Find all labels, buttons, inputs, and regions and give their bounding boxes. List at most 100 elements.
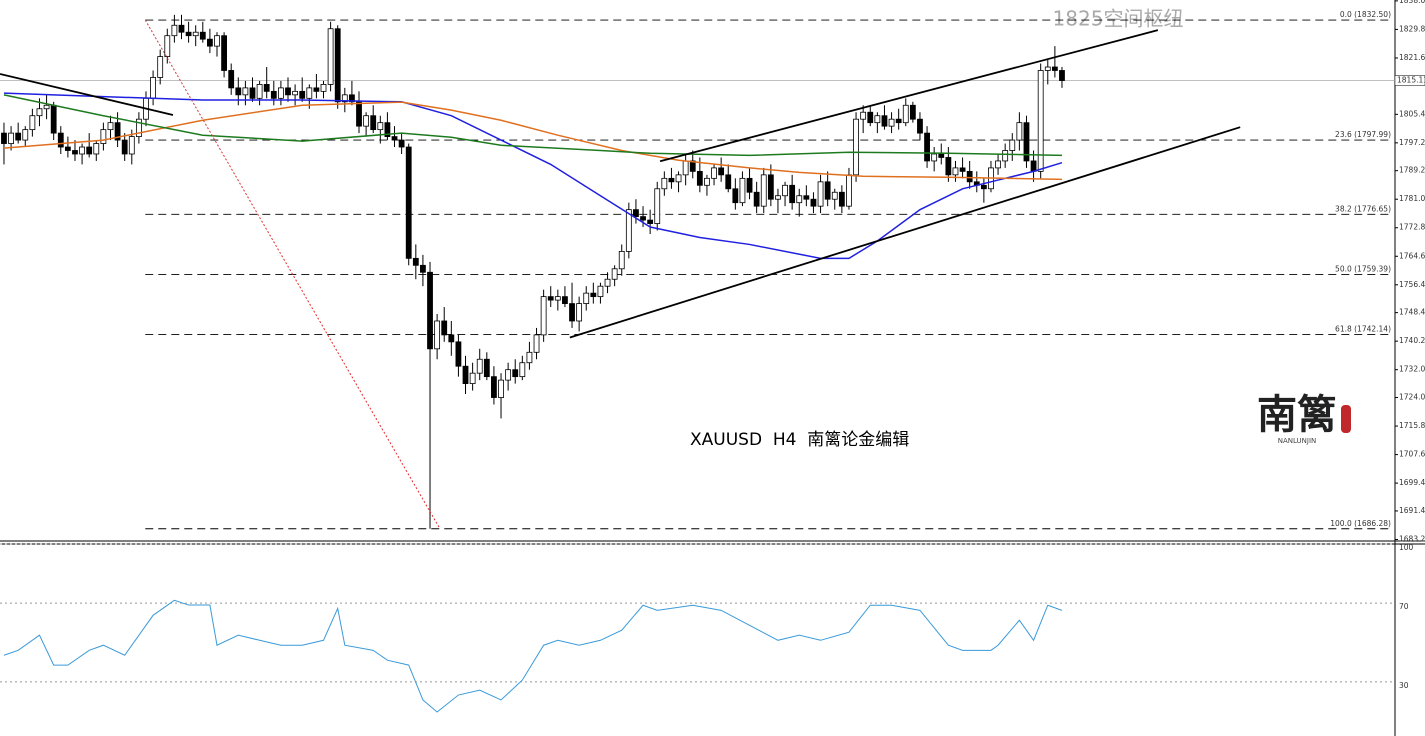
candle-body	[1023, 122, 1030, 162]
candle-body	[363, 115, 370, 127]
y-tick-label: 1838.00	[1399, 0, 1425, 5]
candle-body	[831, 191, 838, 200]
candle-body	[682, 160, 689, 176]
candle-body	[256, 84, 263, 99]
candle-body	[192, 31, 199, 37]
candle-body	[79, 146, 85, 155]
y-tick-label: 1756.40	[1399, 280, 1425, 289]
candle-body	[789, 184, 796, 204]
y-tick-label: 1772.80	[1399, 223, 1425, 232]
candle-body	[320, 84, 327, 92]
candle-body	[853, 118, 859, 176]
candle-body	[540, 296, 547, 336]
candle-body	[867, 111, 874, 124]
candle-body	[427, 271, 433, 350]
last-price-box	[1394, 75, 1425, 86]
candle-body	[775, 195, 781, 200]
candle-body	[128, 136, 135, 155]
candle-body	[554, 296, 561, 301]
logo-title: 南篱	[1257, 391, 1337, 438]
logo-subtitle: NANLUNJIN	[1278, 437, 1317, 445]
candle-body	[356, 101, 362, 127]
candle-body	[711, 167, 717, 179]
candle-body	[746, 177, 753, 193]
candle-body	[654, 188, 661, 224]
last-price-label: 1815.11	[1397, 76, 1425, 85]
candle-body	[860, 111, 867, 120]
candle-body	[263, 84, 270, 92]
candle-body	[135, 118, 142, 137]
candle-body	[966, 170, 973, 183]
rsi-tick-label: 70	[1399, 602, 1409, 611]
candle-body	[462, 365, 469, 385]
candle-body	[625, 209, 632, 252]
candle-body	[1044, 66, 1051, 71]
candle-body	[1, 132, 7, 144]
candle-body	[57, 132, 64, 148]
candle-body	[235, 87, 242, 96]
candle-body	[334, 28, 341, 103]
candle-body	[206, 38, 213, 47]
candle-body	[526, 351, 533, 364]
candle-body	[668, 177, 675, 183]
rsi-tick-label: 30	[1399, 681, 1409, 690]
candle-body	[15, 132, 22, 141]
candle-body	[483, 358, 490, 378]
candle-body	[377, 122, 384, 131]
candle-body	[980, 184, 987, 190]
candle-body	[569, 303, 575, 322]
candle-body	[448, 334, 455, 343]
candle-body	[902, 104, 909, 124]
candle-body	[22, 129, 29, 141]
y-tick-label: 1715.80	[1399, 421, 1425, 430]
candle-body	[732, 188, 739, 204]
fib-label: 100.0 (1686.28)	[1330, 519, 1391, 528]
candle-body	[221, 35, 227, 71]
candle-body	[909, 104, 916, 120]
candle-body	[398, 139, 405, 148]
y-tick-label: 1683.20	[1399, 534, 1425, 543]
candle-body	[675, 174, 682, 183]
candle-body	[72, 150, 78, 155]
candle-body	[760, 174, 767, 207]
candle-body	[888, 118, 895, 127]
candle-body	[420, 264, 426, 273]
candle-body	[370, 115, 377, 131]
candle-body	[838, 191, 845, 207]
candle-body	[491, 376, 497, 398]
candle-body	[476, 358, 483, 374]
y-tick-label: 1724.00	[1399, 393, 1425, 402]
candle-body	[938, 153, 945, 158]
candle-body	[121, 139, 128, 155]
candle-body	[185, 31, 192, 37]
watermark: 1825空间枢纽	[1053, 7, 1184, 31]
candle-body	[725, 174, 732, 190]
fib-label: 23.6 (1797.99)	[1335, 130, 1391, 139]
y-tick-label: 1764.60	[1399, 251, 1425, 260]
candle-body	[924, 132, 930, 162]
candle-body	[199, 31, 206, 40]
candle-body	[242, 87, 249, 96]
y-tick-label: 1805.40	[1399, 109, 1425, 118]
candle-body	[931, 153, 938, 162]
candle-body	[107, 122, 114, 131]
candle-body	[43, 104, 50, 110]
caption: XAUUSD H4 南篱论金编辑	[690, 430, 909, 450]
candle-body	[391, 136, 398, 141]
candle-body	[633, 209, 639, 218]
candle-body	[327, 28, 334, 85]
candle-body	[696, 170, 703, 186]
candle-body	[285, 87, 291, 96]
rsi-line	[3, 599, 1063, 713]
candle-body	[995, 160, 1001, 169]
candle-body	[349, 94, 355, 103]
moving-average	[3, 94, 1062, 157]
candle-body	[1059, 70, 1065, 81]
candle-body	[249, 87, 256, 99]
fib-label: 0.0 (1832.50)	[1340, 10, 1391, 19]
candle-body	[270, 90, 277, 99]
candle-body	[917, 118, 923, 134]
candle-body	[618, 250, 625, 270]
candle-body	[50, 104, 57, 134]
